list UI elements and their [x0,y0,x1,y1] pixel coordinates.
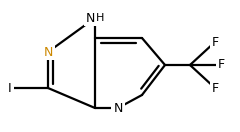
Text: N: N [86,11,95,25]
Text: F: F [218,58,225,72]
Text: N: N [113,102,123,114]
Text: F: F [211,36,219,48]
Text: F: F [211,81,219,95]
Text: H: H [96,13,104,23]
Text: N: N [43,46,53,58]
Text: I: I [8,81,12,95]
